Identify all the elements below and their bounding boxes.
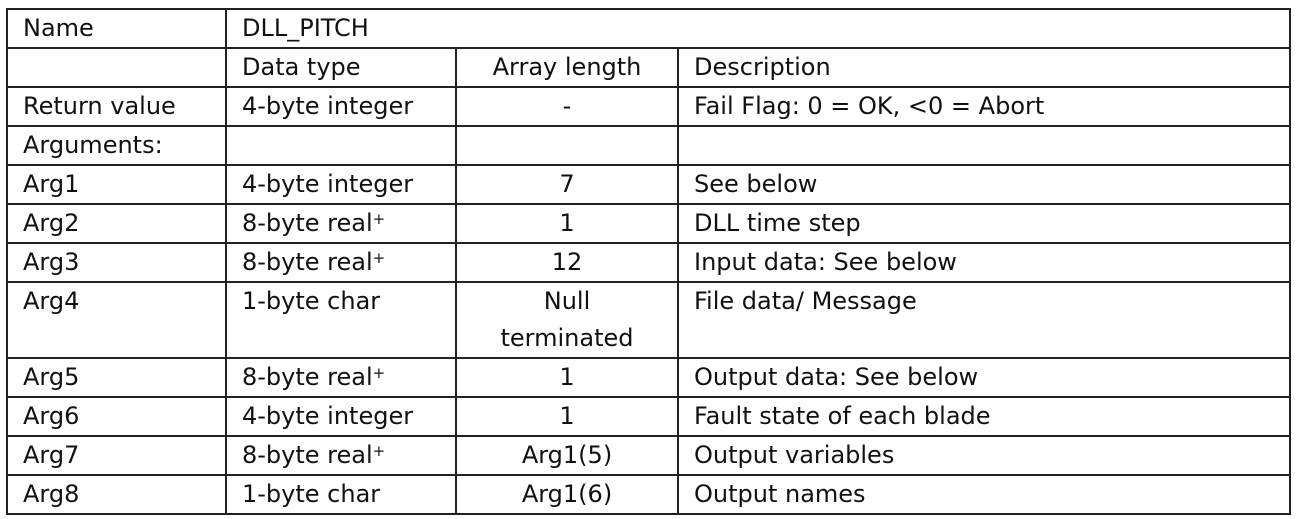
return-type: 4-byte integer [225, 86, 457, 127]
arg-label-text: Arg7 [23, 441, 80, 469]
arg-description-text: See below [694, 170, 818, 198]
arg-label-text: Arg5 [23, 363, 80, 391]
header-description: Description [677, 47, 1291, 88]
arguments-label: Arguments: [6, 125, 227, 166]
empty-cell [455, 125, 679, 166]
superscript-mark: + [372, 249, 386, 267]
superscript-mark: + [372, 210, 386, 228]
arg-type-text: 1-byte char [242, 287, 381, 315]
arg-length-text: Null terminated [500, 287, 634, 352]
arg-description: See below [677, 164, 1291, 205]
arguments-row: Arguments: [6, 125, 1291, 166]
arg-label-text: Arg2 [23, 209, 80, 237]
return-label: Return value [6, 86, 227, 127]
arg-length-text: Arg1(6) [521, 480, 613, 508]
header-data-type: Data type [225, 47, 457, 88]
arg-description: Output data: See below [677, 357, 1291, 398]
arg-label: Arg6 [6, 396, 227, 437]
header-array-length: Array length [455, 47, 679, 88]
arg-type-text: 8-byte real [242, 363, 373, 391]
name-row: Name DLL_PITCH [6, 8, 1291, 49]
arg-description: Fault state of each blade [677, 396, 1291, 437]
table-row: Arg6 4-byte integer 1 Fault state of each b… [6, 396, 1291, 437]
arg-type-text: 8-byte real [242, 209, 373, 237]
header-row: Data type Array length Description [6, 47, 1291, 88]
table-row: Arg5 8-byte real+ 1 Output data: See below [6, 357, 1291, 398]
arg-length: Arg1(6) [455, 474, 679, 515]
arg-label: Arg3 [6, 242, 227, 283]
arg-type-text: 8-byte real [242, 441, 373, 469]
arg-type: 1-byte char [225, 474, 457, 515]
dll-pitch-table: Name DLL_PITCH Data type Array length De… [6, 8, 1291, 515]
table-row: Arg1 4-byte integer 7 See below [6, 164, 1291, 205]
arg-length-text: Arg1(5) [521, 441, 613, 469]
arg-length: 1 [455, 396, 679, 437]
arg-description: DLL time step [677, 203, 1291, 244]
return-length: - [455, 86, 679, 127]
return-row: Return value 4-byte integer - Fail Flag:… [6, 86, 1291, 127]
arg-label-text: Arg4 [23, 287, 80, 315]
arg-type-text: 8-byte real [242, 248, 373, 276]
arg-label: Arg8 [6, 474, 227, 515]
arg-length: 1 [455, 203, 679, 244]
arg-description-text: Output names [694, 480, 866, 508]
superscript-mark: + [372, 364, 386, 382]
arg-label-text: Arg1 [23, 170, 80, 198]
arg-type: 8-byte real+ [225, 203, 457, 244]
arg-type-text: 4-byte integer [242, 170, 414, 198]
arg-description-text: Output variables [694, 441, 895, 469]
arg-type-text: 4-byte integer [242, 402, 414, 430]
arg-length-text: 1 [559, 402, 575, 430]
table-row: Arg3 8-byte real+ 12 Input data: See below [6, 242, 1291, 283]
arg-description-text: Output data: See below [694, 363, 979, 391]
arg-label: Arg4 [6, 281, 227, 359]
superscript-mark: + [372, 442, 386, 460]
table-row: Arg4 1-byte char Null terminated File data/… [6, 281, 1291, 359]
arg-type-text: 1-byte char [242, 480, 381, 508]
return-description: Fail Flag: 0 = OK, <0 = Abort [677, 86, 1291, 127]
arg-description: Output names [677, 474, 1291, 515]
arg-description: Input data: See below [677, 242, 1291, 283]
arg-description-text: Input data: See below [694, 248, 957, 276]
arg-label: Arg7 [6, 435, 227, 476]
arg-type: 4-byte integer [225, 396, 457, 437]
empty-cell [225, 125, 457, 166]
arg-type: 1-byte char [225, 281, 457, 359]
arg-description: Output variables [677, 435, 1291, 476]
arg-label: Arg5 [6, 357, 227, 398]
table-row: Arg2 8-byte real+ 1 DLL time step [6, 203, 1291, 244]
header-empty [6, 47, 227, 88]
table-row: Arg7 8-byte real+ Arg1(5) Output variables [6, 435, 1291, 476]
arg-label-text: Arg8 [23, 480, 80, 508]
arg-label: Arg2 [6, 203, 227, 244]
arg-description-text: Fault state of each blade [694, 402, 991, 430]
arg-length-text: 1 [559, 209, 575, 237]
arg-type: 8-byte real+ [225, 357, 457, 398]
table-row: Arg8 1-byte char Arg1(6) Output names [6, 474, 1291, 515]
arg-label-text: Arg3 [23, 248, 80, 276]
arg-length-text: 1 [559, 363, 575, 391]
arg-label-text: Arg6 [23, 402, 80, 430]
arg-type: 8-byte real+ [225, 242, 457, 283]
arg-type: 4-byte integer [225, 164, 457, 205]
arg-label: Arg1 [6, 164, 227, 205]
arg-description: File data/ Message [677, 281, 1291, 359]
arg-length: 1 [455, 357, 679, 398]
name-value: DLL_PITCH [225, 8, 1291, 49]
arg-length: Arg1(5) [455, 435, 679, 476]
name-label: Name [6, 8, 227, 49]
arg-length-text: 7 [559, 170, 575, 198]
arg-length: 12 [455, 242, 679, 283]
arg-length: Null terminated [455, 281, 679, 359]
arg-description-text: File data/ Message [694, 287, 917, 315]
arg-description-text: DLL time step [694, 209, 861, 237]
arg-length: 7 [455, 164, 679, 205]
arg-type: 8-byte real+ [225, 435, 457, 476]
arg-length-text: 12 [551, 248, 583, 276]
empty-cell [677, 125, 1291, 166]
